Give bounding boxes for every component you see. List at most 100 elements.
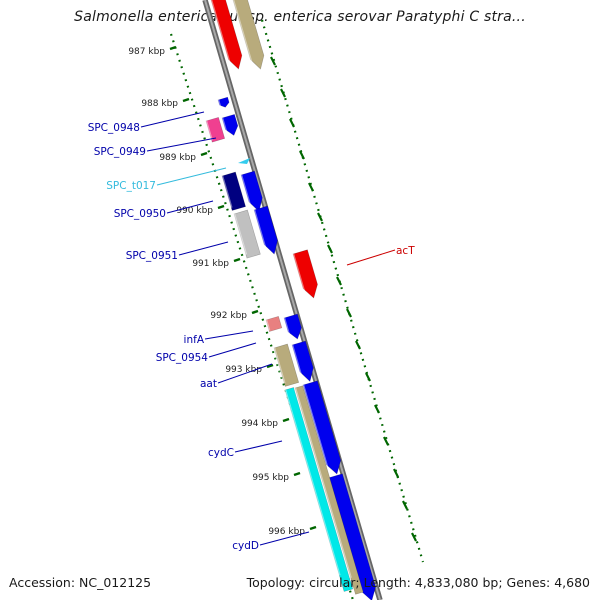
feature-act-red-body (292, 249, 318, 299)
feature-spc-0948-small (216, 96, 230, 109)
kbp-tick-8 (293, 471, 301, 477)
kbp-tick-9 (309, 525, 317, 531)
feature-infA-gene (282, 313, 302, 340)
gene-label-6: SPC_0954 (156, 352, 209, 364)
feature-khaki-top-body (232, 0, 265, 70)
kbp-tick-6 (266, 363, 274, 369)
map-title: Salmonella enterica subsp. enterica sero… (74, 9, 526, 25)
feature-spc-0948-pink-bevel (204, 120, 213, 141)
gene-label-2: SPC_t017 (106, 180, 156, 192)
outer-tick-6 (327, 244, 333, 254)
feature-aat-gene (301, 380, 342, 475)
feature-cydD-khaki-body (294, 385, 364, 595)
gene-label-1: SPC_0949 (94, 146, 146, 158)
feature-spc-0951-gene (252, 205, 278, 255)
kbp-label-8: 995 kbp (252, 473, 289, 483)
feature-spc-0954-gene-bevel (290, 344, 304, 381)
kbp-label-4: 991 kbp (192, 259, 229, 269)
feature-spc-0950-navy (220, 171, 246, 211)
kbp-tick-3 (217, 204, 225, 210)
topology-text: Topology: circular; Length: 4,833,080 bp… (246, 575, 590, 590)
feature-act-red-bevel (291, 253, 307, 297)
feature-red-top (209, 0, 243, 70)
outer-tick-7 (336, 276, 342, 286)
gene-label-5: infA (184, 334, 205, 346)
kbp-tick-7 (282, 417, 290, 423)
feature-infA-salmon-body (265, 315, 283, 332)
feature-aat-khaki-bevel (272, 347, 286, 384)
feature-spc-0951-gray-bevel (232, 213, 248, 255)
feature-spc-0954-gene-body (291, 340, 314, 382)
outer-tick-1 (280, 88, 286, 98)
kbp-tick-1 (182, 97, 190, 103)
outer-tick-9 (355, 340, 361, 350)
kbp-tick-5 (251, 309, 259, 315)
feature-red-top-body (210, 0, 243, 70)
outer-tick-8 (346, 308, 352, 318)
label-layer: SPC_0948 SPC_0949 SPC_t017 SPC_0950 SPC_0951… (88, 111, 415, 552)
gene-label-8: cydC (208, 447, 234, 459)
feature-cydC-cyan (283, 387, 354, 592)
feature-khaki-top (231, 0, 265, 70)
feature-spc-0949-gene-body (221, 113, 239, 136)
kbp-label-7: 994 kbp (241, 419, 278, 429)
kbp-label-3: 990 kbp (176, 206, 213, 216)
outer-tick-12 (383, 436, 389, 446)
kbp-label-9: 996 kbp (268, 527, 305, 537)
gene-label-4: SPC_0951 (126, 250, 178, 262)
feature-cydC-cyan-bevel (283, 389, 341, 576)
feature-spc-0948-pink (204, 116, 226, 143)
kbp-label-5: 992 kbp (210, 311, 247, 321)
feature-spc-0949-gene (220, 113, 239, 137)
feature-spc-0948-pink-body (205, 116, 226, 143)
leader-line-4 (178, 241, 229, 256)
gene-label-7: aat (200, 378, 217, 390)
feature-aat-khaki (272, 343, 300, 387)
feature-spc-0951-gene-body (253, 205, 278, 255)
kbp-label-6: 993 kbp (225, 365, 262, 375)
leader-line-2 (156, 167, 227, 186)
feature-spc-0948-small-bevel (216, 99, 222, 109)
feature-spc-0954-gene (290, 340, 314, 382)
outer-tick-4 (308, 182, 314, 192)
feature-trna-marker (238, 158, 250, 164)
leader-line-6 (208, 342, 257, 358)
feature-aat-gene-bevel (301, 384, 329, 470)
kbp-label-0: 987 kbp (128, 47, 165, 57)
leader-line-10 (346, 249, 396, 266)
kbp-tick-4 (233, 257, 241, 263)
feature-aat-khaki-body (273, 343, 300, 387)
feature-infA-gene-bevel (282, 317, 292, 340)
genome-backbone-highlight (204, 0, 381, 600)
leader-line-0 (140, 111, 205, 128)
kbp-label-1: 988 kbp (141, 99, 178, 109)
feature-khaki-top-bevel (231, 0, 254, 66)
gene-label-3: SPC_0950 (114, 208, 166, 220)
feature-spc-0950-gene (239, 170, 263, 212)
feature-infA-salmon (264, 315, 283, 332)
feature-cydD-khaki-bevel (293, 387, 352, 579)
backbone-layer (202, 0, 383, 600)
feature-spc-0951-gray-body (233, 209, 261, 259)
outer-tick-2 (289, 118, 295, 128)
gene-label-0: SPC_0948 (88, 122, 140, 134)
feature-spc-0950-navy-body (221, 171, 246, 211)
outer-tick-14 (402, 500, 408, 510)
feature-spc-0950-navy-bevel (220, 175, 233, 209)
outer-tick-5 (317, 212, 323, 222)
leader-line-8 (234, 440, 283, 453)
feature-spc-0950-gene-bevel (239, 174, 253, 211)
feature-cydD-khaki (293, 385, 364, 595)
gene-label-9: cydD (232, 540, 259, 552)
leader-line-5 (204, 330, 254, 340)
outer-tick-15 (411, 532, 417, 542)
feature-infA-gene-body (283, 313, 302, 340)
tick-layer: 987 kbp 988 kbp 989 kbp 990 kbp 991 kbp 992 k… (128, 45, 417, 542)
leader-line-1 (146, 137, 217, 152)
outer-tick-10 (365, 372, 371, 382)
outer-tick-3 (299, 150, 305, 160)
feature-aat-gene-body (302, 380, 342, 475)
feature-spc-0951-gray (232, 209, 261, 259)
feature-cydC-cyan-body (284, 387, 354, 592)
